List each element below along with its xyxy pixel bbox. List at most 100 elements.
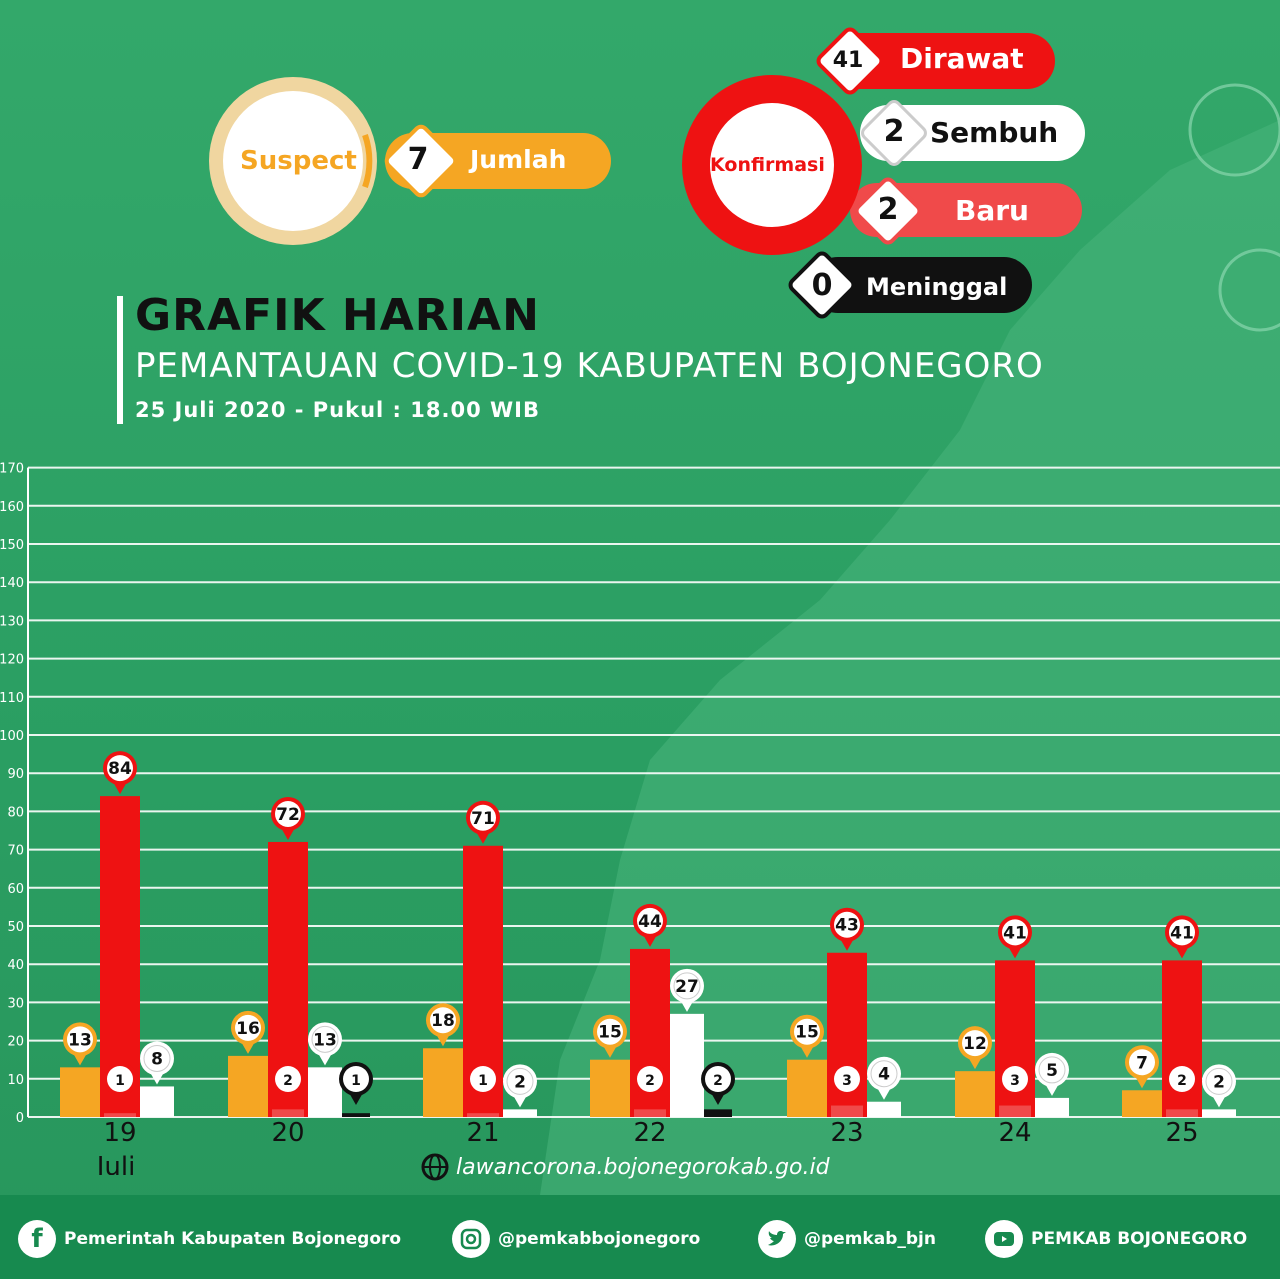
suspect-data-label: 13 [63,1022,97,1066]
suspect-value-text: 16 [236,1019,260,1039]
sembuh-pin-inner [143,1044,171,1072]
chart-subtitle: PEMANTAUAN COVID-19 KABUPATEN BOJONEGORO [135,346,1044,386]
suspect-value-text: 15 [598,1023,622,1043]
sembuh-bar [308,1067,342,1117]
sembuh-pin-inner [673,972,701,1000]
dirawat-pin-inner [470,804,496,831]
baru-data-label: 1 [466,1062,500,1105]
suspect-value-text: 18 [431,1011,455,1031]
website-link[interactable]: lawancorona.bojonegorokab.go.id [420,1152,830,1182]
meninggal-data-label: 1 [339,1062,373,1105]
suspect-pin-inner [794,1018,820,1045]
dirawat-label: Dirawat [900,42,1024,75]
baru-data-label: 2 [1165,1062,1199,1105]
suspect-value-text: 12 [963,1034,987,1054]
baru-value-text: 1 [115,1073,125,1089]
y-tick-label: 70 [7,844,24,859]
suspect-data-label: 16 [231,1010,265,1054]
social-youtube[interactable]: PEMKAB BOJONEGORO [985,1220,1247,1258]
baru-data-label: 2 [271,1062,305,1105]
sembuh-data-label: 27 [670,968,704,1012]
suspect-bar [228,1055,268,1117]
sembuh-pin-inner [506,1067,534,1095]
baru-bar [467,1113,499,1117]
baru-value-text: 2 [1177,1073,1187,1089]
suspect-pin-inner [597,1018,623,1045]
social-facebook[interactable]: f Pemerintah Kabupaten Bojonegoro [18,1220,401,1258]
dirawat-value-text: 41 [1170,923,1194,943]
baru-value: 2 [877,192,899,227]
dirawat-pin-inner [637,907,663,934]
baru-value-text: 2 [645,1073,655,1089]
suspect-badge [209,77,611,245]
y-tick-label: 10 [7,1073,24,1088]
baru-bar [999,1105,1031,1117]
sembuh-bar [140,1086,174,1117]
suspect-data-label: 15 [790,1014,824,1058]
baru-pin-inner [275,1066,301,1092]
meninggal-value: 0 [811,268,833,303]
baru-data-label: 1 [103,1062,137,1105]
dirawat-value-text: 71 [471,809,495,829]
suspect-bar [955,1071,995,1117]
suspect-bar [423,1048,463,1117]
suspect-pin-inner [67,1026,93,1053]
baru-value-text: 3 [842,1073,852,1089]
dirawat-value-text: 44 [638,912,662,932]
x-tick-label: 25 [1165,1118,1198,1148]
baru-value-text: 2 [283,1073,293,1089]
social-twitter[interactable]: @pemkab_bjn [758,1220,936,1258]
dirawat-data-label: 71 [466,800,500,844]
sembuh-bar [503,1109,537,1117]
sembuh-value-text: 5 [1046,1061,1058,1081]
social-instagram-label: @pemkabbojonegoro [498,1229,701,1249]
baru-bar [272,1109,304,1117]
baru-bar [831,1105,863,1117]
suspect-data-label: 12 [958,1026,992,1070]
chart-title: GRAFIK HARIAN [135,290,540,341]
social-youtube-label: PEMKAB BOJONEGORO [1031,1229,1248,1249]
y-tick-label: 20 [7,1035,24,1050]
y-tick-label: 130 [0,614,24,629]
dirawat-pin-inner [275,800,301,827]
sembuh-value-text: 2 [514,1072,526,1092]
sembuh-pin-inner [311,1025,339,1053]
y-tick-label: 150 [0,538,24,553]
social-instagram[interactable]: @pemkabbojonegoro [452,1220,700,1258]
konfirmasi-label: Konfirmasi [710,154,825,176]
dirawat-data-label: 72 [271,796,305,840]
baru-value-text: 1 [478,1073,488,1089]
meninggal-pin-inner [705,1066,731,1092]
sembuh-pin-inner [870,1060,898,1088]
meninggal-data-label: 2 [701,1062,735,1105]
sembuh-data-label: 13 [308,1022,342,1066]
suspect-value-text: 7 [1136,1053,1148,1073]
sembuh-bar [1202,1109,1236,1117]
suspect-value-text: 13 [68,1030,92,1050]
dirawat-data-label: 41 [998,915,1032,959]
sembuh-value-text: 8 [151,1049,163,1069]
x-tick-label: 22 [633,1118,666,1148]
sembuh-data-label: 5 [1035,1052,1069,1096]
dirawat-value-text: 72 [276,805,300,825]
dirawat-pin-inner [834,911,860,938]
sembuh-data-label: 4 [867,1056,901,1100]
virus-icon [1188,83,1280,332]
suspect-bar [787,1059,827,1117]
sembuh-label: Sembuh [930,116,1059,149]
meninggal-bar [704,1109,732,1117]
y-tick-label: 0 [16,1111,24,1126]
suspect-data-label: 15 [593,1014,627,1058]
sembuh-value-text: 4 [878,1065,890,1085]
baru-bar [1166,1109,1198,1117]
suspect-bar [1122,1090,1162,1117]
title-accent-bar [117,296,123,424]
footer-bar [0,1195,1280,1279]
meninggal-value-text: 1 [351,1073,361,1089]
baru-pin-inner [637,1066,663,1092]
dirawat-data-label: 44 [633,903,667,947]
baru-data-label: 3 [998,1062,1032,1105]
y-tick-label: 50 [7,920,24,935]
x-tick-label: 19 [103,1118,136,1148]
